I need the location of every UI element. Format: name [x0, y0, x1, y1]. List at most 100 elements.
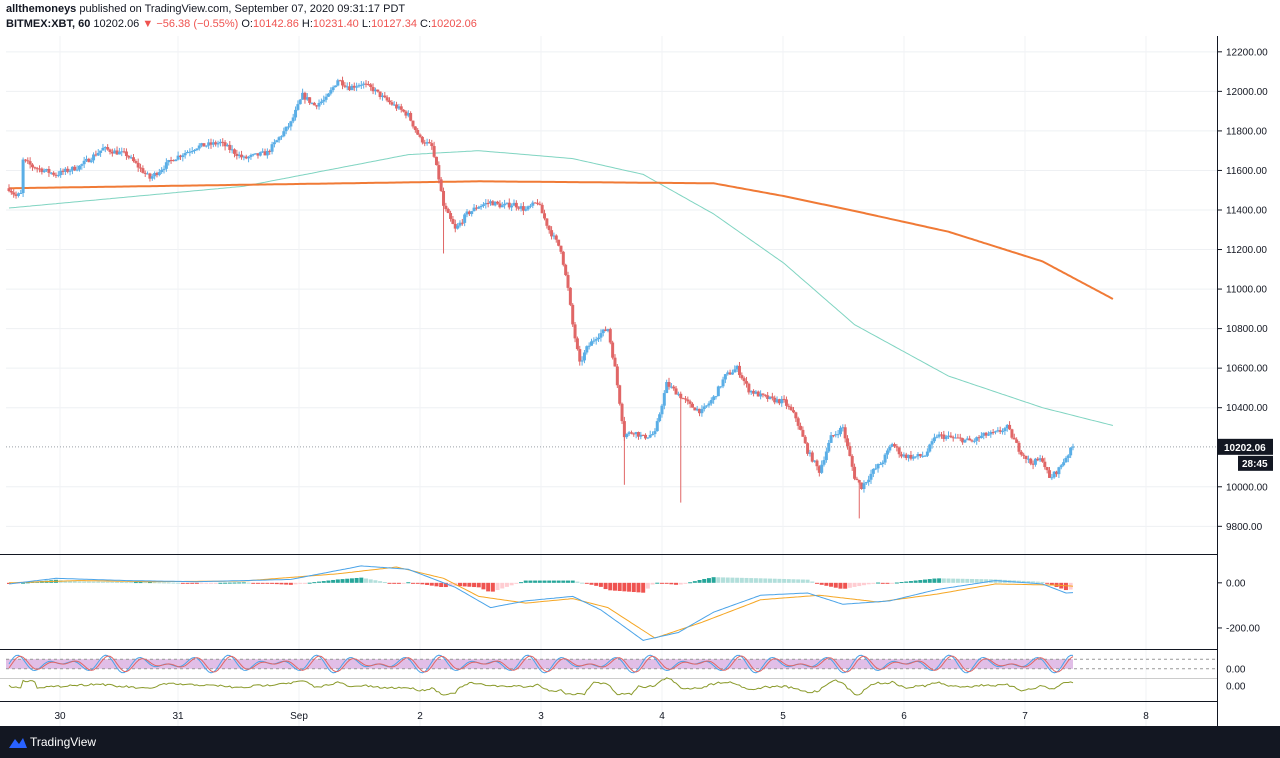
candle-body [625, 434, 629, 438]
candle-body [176, 155, 180, 160]
candle-body [1059, 465, 1063, 468]
candle-body [904, 454, 908, 459]
time-tick-label: 4 [659, 711, 665, 722]
candle-body [477, 207, 481, 209]
macd-histogram-bar [251, 582, 256, 584]
candle-body [651, 434, 655, 436]
candle-body [7, 188, 11, 192]
time-tick-label: 6 [901, 711, 907, 722]
candle-body [787, 405, 791, 407]
candle-body [935, 436, 939, 438]
macd-histogram-bar [711, 577, 716, 583]
candle-body [479, 205, 483, 208]
candle-body [1005, 424, 1009, 429]
candle-body [996, 430, 1000, 432]
candle-body [763, 394, 767, 396]
macd-histogram-bar [185, 582, 190, 584]
candle-body [575, 338, 579, 350]
candle-body [129, 157, 133, 159]
candle-body [380, 95, 384, 97]
candle-body [103, 147, 107, 149]
last-price-label: 10202.06 [1224, 443, 1266, 454]
candle-body [881, 462, 885, 465]
macd-histogram-bar [650, 582, 655, 585]
candle-body [40, 168, 44, 173]
candle-body [294, 109, 298, 118]
candle-body [108, 149, 112, 153]
candle-body [157, 172, 161, 176]
symbol-line: BITMEX:XBT, 60 10202.06 ▼ −56.38 (−0.55%… [6, 18, 477, 30]
macd-histogram-bar [345, 578, 350, 583]
macd-histogram-bar [655, 582, 660, 584]
candle-body [733, 369, 737, 373]
candle-body [789, 406, 793, 411]
macd-histogram-bar [772, 578, 777, 583]
macd-histogram-bar [481, 582, 486, 590]
candle-body [1038, 458, 1042, 461]
macd-histogram-bar [979, 579, 984, 583]
time-axis[interactable]: 30 31 Sep 2 3 4 5 6 7 8 [54, 711, 1149, 722]
candle-body [143, 172, 147, 174]
macd-histogram-bar [871, 582, 876, 584]
macd-histogram-bar [335, 579, 340, 583]
macd-histogram-bar [697, 580, 702, 583]
ma-fast-line [8, 150, 1114, 426]
candle-body [305, 97, 309, 100]
candle-body [141, 168, 145, 173]
candle-body [824, 451, 828, 461]
candle-body [287, 126, 291, 128]
candle-body [796, 418, 800, 426]
macd-histogram-bar [805, 579, 810, 583]
candle-body [714, 396, 718, 398]
candle-body [615, 366, 619, 386]
macd-histogram-bar [25, 582, 30, 584]
chart-canvas[interactable]: 0.00 -200.00 0.00 0.00 12200.00 12000.00 11… [0, 36, 1280, 727]
macd-histogram-bar [1026, 581, 1031, 583]
candle-body [921, 455, 925, 457]
candle-body [698, 408, 702, 414]
macd-histogram-bar [993, 579, 998, 583]
candle-body [120, 151, 124, 153]
macd-histogram-bar [68, 580, 73, 583]
candle-body [1055, 471, 1059, 475]
open-value: 10142.86 [252, 18, 299, 30]
tradingview-logo-icon[interactable] [8, 735, 28, 749]
stoch-d-line [8, 655, 1074, 673]
macd-histogram-bar [472, 582, 477, 588]
macd-histogram-bar [274, 582, 279, 585]
candle-body [164, 162, 168, 169]
candle-body [47, 168, 51, 173]
macd-histogram-bar [223, 582, 228, 584]
candle-body [752, 390, 756, 394]
macd-histogram-bar [72, 581, 77, 583]
candle-body [162, 168, 166, 170]
macd-histogram-bar [904, 581, 909, 583]
candle-body [289, 121, 293, 127]
candle-body [928, 444, 932, 452]
candle-body [878, 464, 882, 466]
macd-histogram-bar [1031, 581, 1036, 583]
price-axis[interactable]: 12200.00 12000.00 11800.00 11600.00 11400.00… [1217, 47, 1273, 533]
candle-body [564, 264, 568, 276]
candle-body [343, 85, 347, 87]
candle-body [139, 167, 143, 169]
candle-body [247, 156, 251, 159]
candle-body [801, 429, 805, 437]
macd-histogram-bar [669, 582, 674, 585]
candle-body [923, 455, 927, 457]
price-tick-label: 10800.00 [1226, 324, 1268, 335]
candle-body [331, 87, 335, 91]
moving-averages [8, 150, 1114, 426]
candle-body [641, 434, 645, 436]
candle-body [871, 469, 875, 474]
macd-histogram-bar [857, 582, 862, 587]
author-name[interactable]: allthemoneys [6, 3, 77, 15]
macd-histogram-bar [1063, 582, 1068, 591]
tradingview-brand[interactable]: TradingView [30, 735, 97, 749]
candle-body [1031, 463, 1035, 465]
symbol-name[interactable]: BITMEX:XBT, 60 [6, 18, 91, 30]
macd-histogram-bar [739, 577, 744, 583]
candle-body [136, 162, 140, 168]
candle-body [444, 205, 448, 210]
macd-histogram-bar [340, 579, 345, 583]
